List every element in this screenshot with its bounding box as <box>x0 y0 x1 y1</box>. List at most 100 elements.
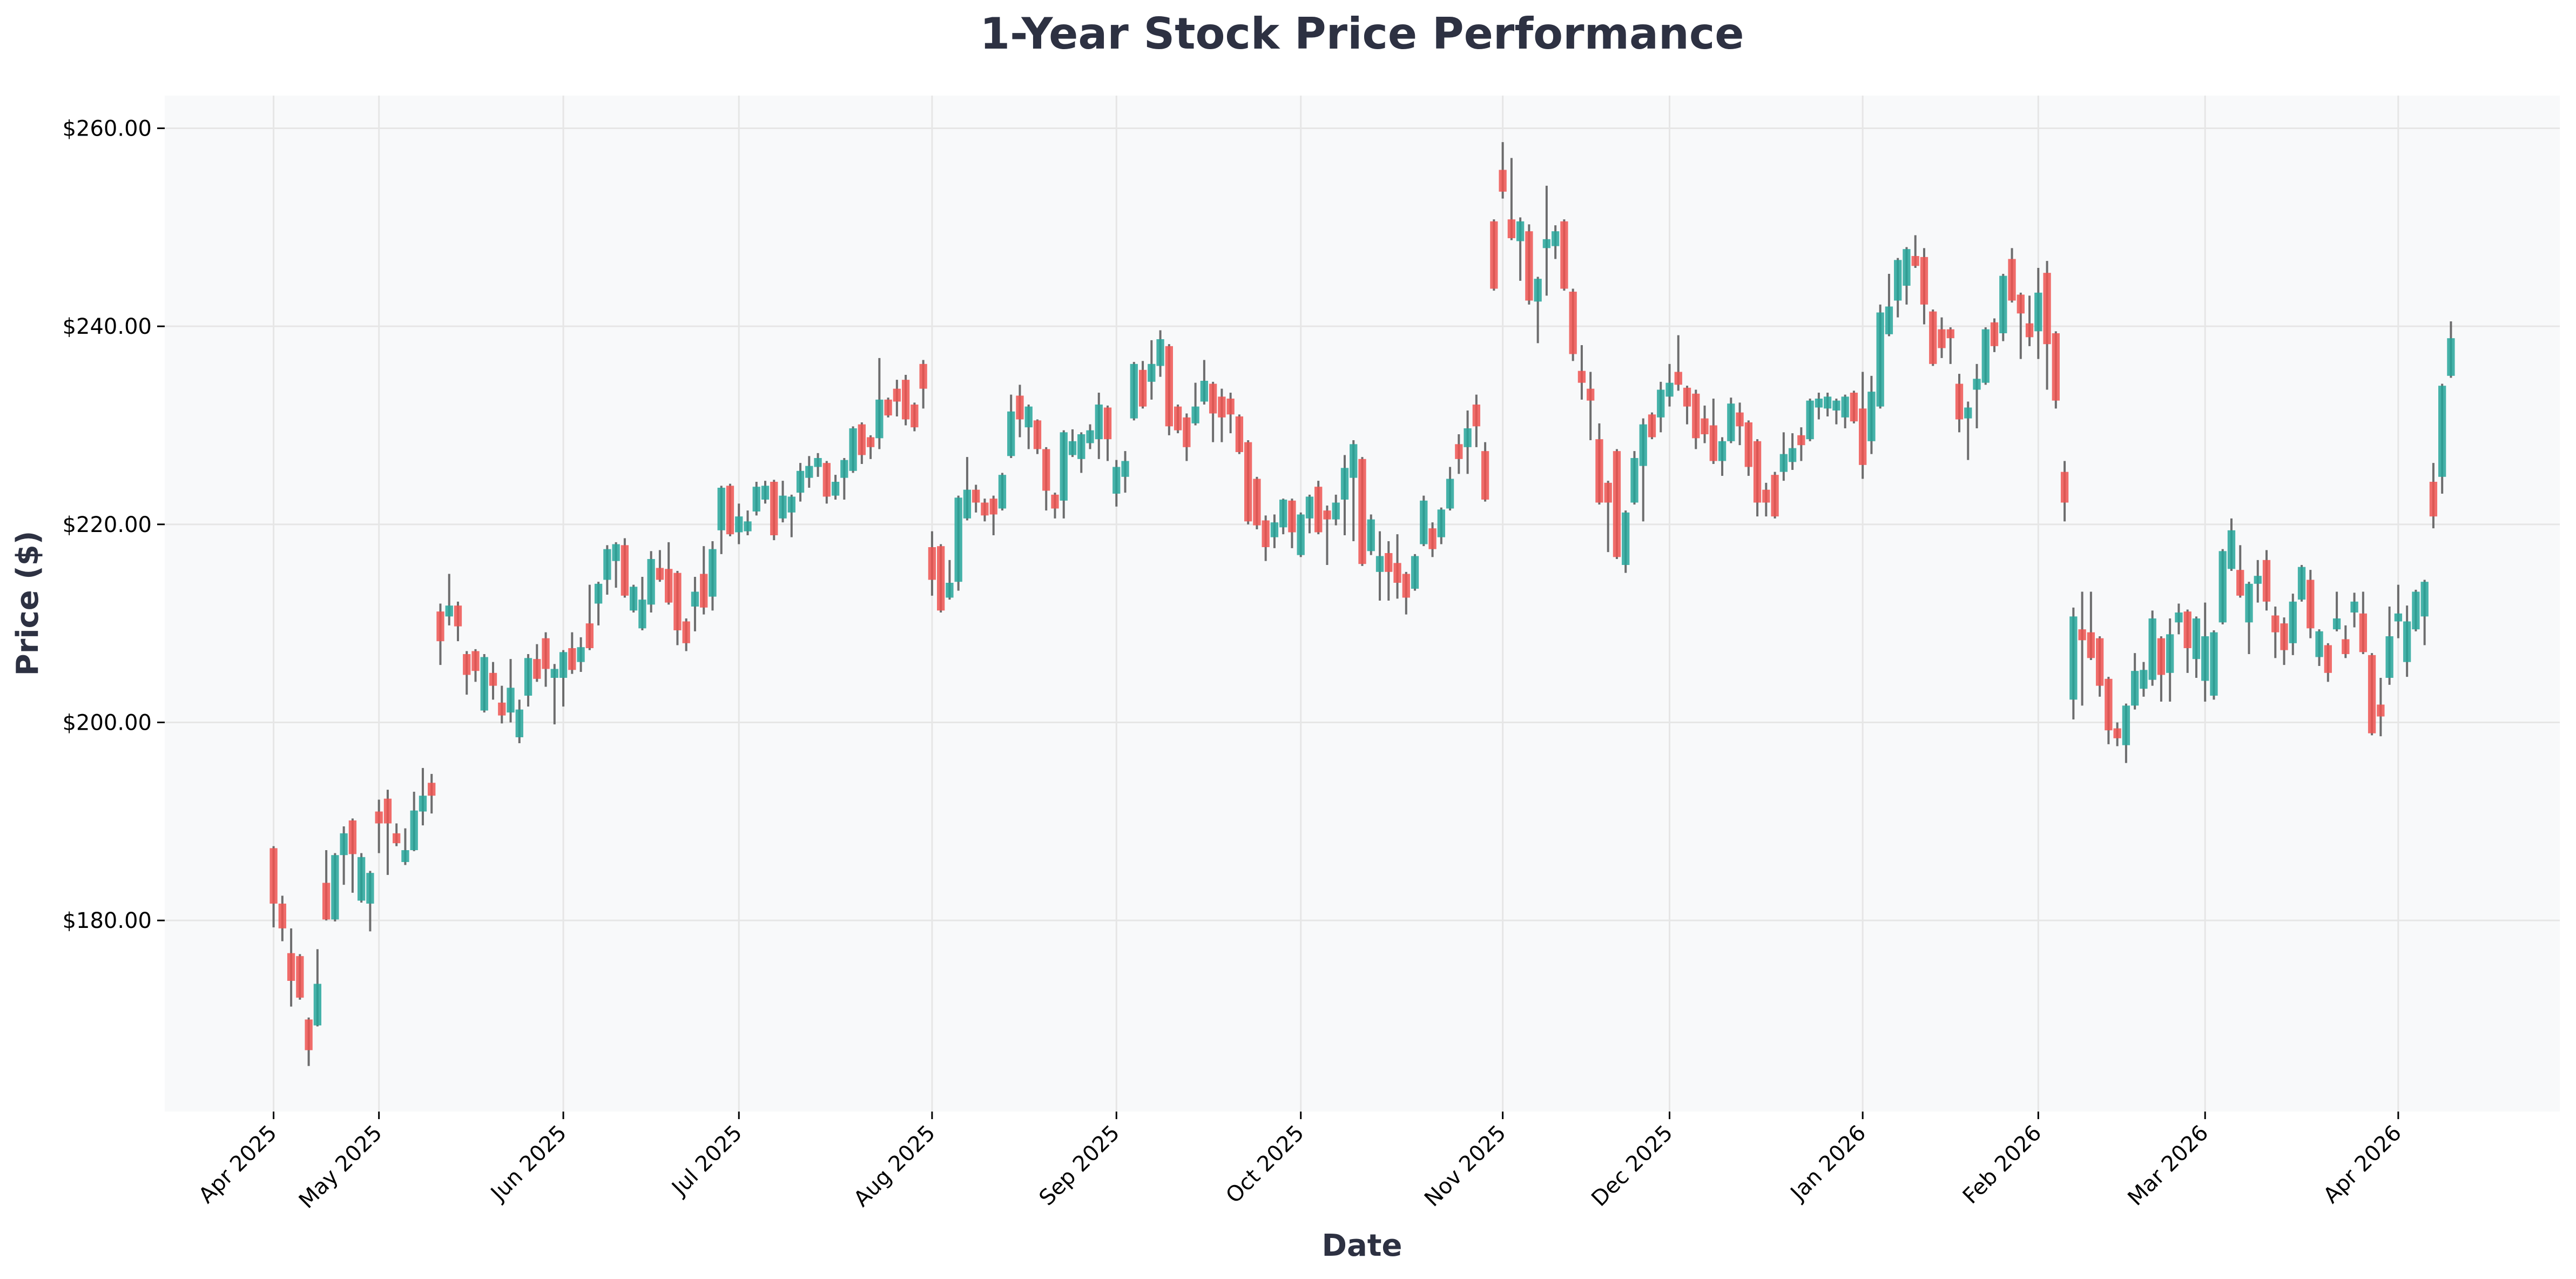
candle-body <box>1437 509 1445 537</box>
candle-body <box>507 688 515 713</box>
candle-body <box>1938 329 1946 348</box>
candle-body <box>1130 363 1138 419</box>
candle-down <box>2017 292 2025 359</box>
candle-down <box>489 662 497 700</box>
candle-down <box>901 375 910 426</box>
candle-up <box>2315 629 2323 666</box>
candle-body <box>1016 395 1024 420</box>
candle-down <box>533 644 541 682</box>
candle-body <box>1007 411 1015 456</box>
candle-down <box>305 1017 313 1066</box>
candle-up <box>1077 432 1085 473</box>
candle-body <box>1779 454 1788 472</box>
candle-up <box>1841 394 1849 428</box>
candle-down <box>1744 420 1752 476</box>
candle-body <box>1850 393 1858 422</box>
y-tick-label: $200.00 <box>63 711 152 736</box>
candle-body <box>1736 412 1744 427</box>
candle-body <box>1595 439 1603 503</box>
candle-down <box>1955 374 1964 433</box>
candle-up <box>709 541 717 611</box>
candle-down <box>1771 472 1779 519</box>
y-tick-label: $180.00 <box>63 908 152 933</box>
y-axis-label: Price ($) <box>10 531 45 676</box>
candle-up <box>2438 383 2446 494</box>
candle-up <box>998 473 1007 511</box>
candle-down <box>1762 482 1770 517</box>
candle-body <box>2227 530 2236 569</box>
candle-body <box>568 648 576 670</box>
candle-down <box>2052 331 2060 409</box>
candle-up <box>1788 433 1797 470</box>
candle-body <box>2342 639 2350 654</box>
candle-body <box>1270 522 1279 537</box>
candle-down <box>287 928 295 1007</box>
candle-body <box>2210 632 2218 696</box>
candle-body <box>656 568 664 580</box>
candle-body <box>2087 632 2095 658</box>
candle-down <box>2113 722 2121 746</box>
candle-up <box>1191 382 1199 426</box>
candle-body <box>2403 621 2411 662</box>
candle-body <box>2315 631 2323 657</box>
candle-body <box>2034 292 2042 332</box>
candle-body <box>348 820 357 854</box>
y-tick-label: $260.00 <box>63 117 152 142</box>
candle-up <box>2254 560 2262 603</box>
candle-down <box>1692 389 1700 449</box>
candle-up <box>2245 582 2253 654</box>
candle-down <box>1358 457 1366 566</box>
candle-up <box>1534 277 1542 344</box>
candle-body <box>822 463 831 497</box>
candle-up <box>366 871 374 932</box>
candle-body <box>1534 279 1542 302</box>
candle-up <box>647 551 655 612</box>
candle-down <box>1859 372 1867 479</box>
candle-up <box>638 577 646 630</box>
candle-up <box>515 699 523 743</box>
candle-body <box>1797 435 1805 446</box>
candle-body <box>2377 704 2385 717</box>
candle-body <box>744 521 752 531</box>
candle-body <box>340 833 348 856</box>
candles <box>269 142 2455 1066</box>
candle-body <box>1771 475 1779 517</box>
candle-down <box>1481 442 1489 502</box>
candle-down <box>296 954 304 1000</box>
candle-up <box>480 654 488 713</box>
candle-body <box>2271 615 2280 632</box>
candle-up <box>1665 363 1674 407</box>
candle-body <box>858 424 866 455</box>
candle-up <box>875 358 884 449</box>
candle-body <box>1174 406 1182 430</box>
candle-down <box>2043 261 2051 390</box>
candle-body <box>1393 563 1401 583</box>
candle-down <box>1472 394 1480 447</box>
candle-body <box>428 783 436 796</box>
plot-area <box>165 96 2560 1112</box>
candle-down <box>919 360 927 409</box>
candle-down <box>383 790 392 875</box>
candle-body <box>1507 219 1516 238</box>
candle-body <box>1262 520 1270 547</box>
candle-body <box>621 545 629 596</box>
candle-body <box>515 709 523 737</box>
candle-up <box>1516 217 1525 281</box>
candle-down <box>1402 571 1410 615</box>
candle-body <box>1288 500 1296 533</box>
candle-body <box>1323 510 1331 520</box>
candle-body <box>989 499 997 515</box>
candle-body <box>2332 618 2341 630</box>
candle-up <box>1024 405 1033 449</box>
candle-body <box>2130 671 2139 706</box>
candle-body <box>2113 728 2121 738</box>
candle-body <box>1903 249 1911 286</box>
candle-body <box>2394 613 2403 622</box>
candle-body <box>2105 678 2113 731</box>
candle-up <box>2130 653 2139 710</box>
candle-body <box>1191 406 1199 423</box>
candle-down <box>1911 235 1919 268</box>
candle-up <box>1727 398 1735 443</box>
candle-body <box>393 833 401 844</box>
candle-down <box>770 480 778 541</box>
